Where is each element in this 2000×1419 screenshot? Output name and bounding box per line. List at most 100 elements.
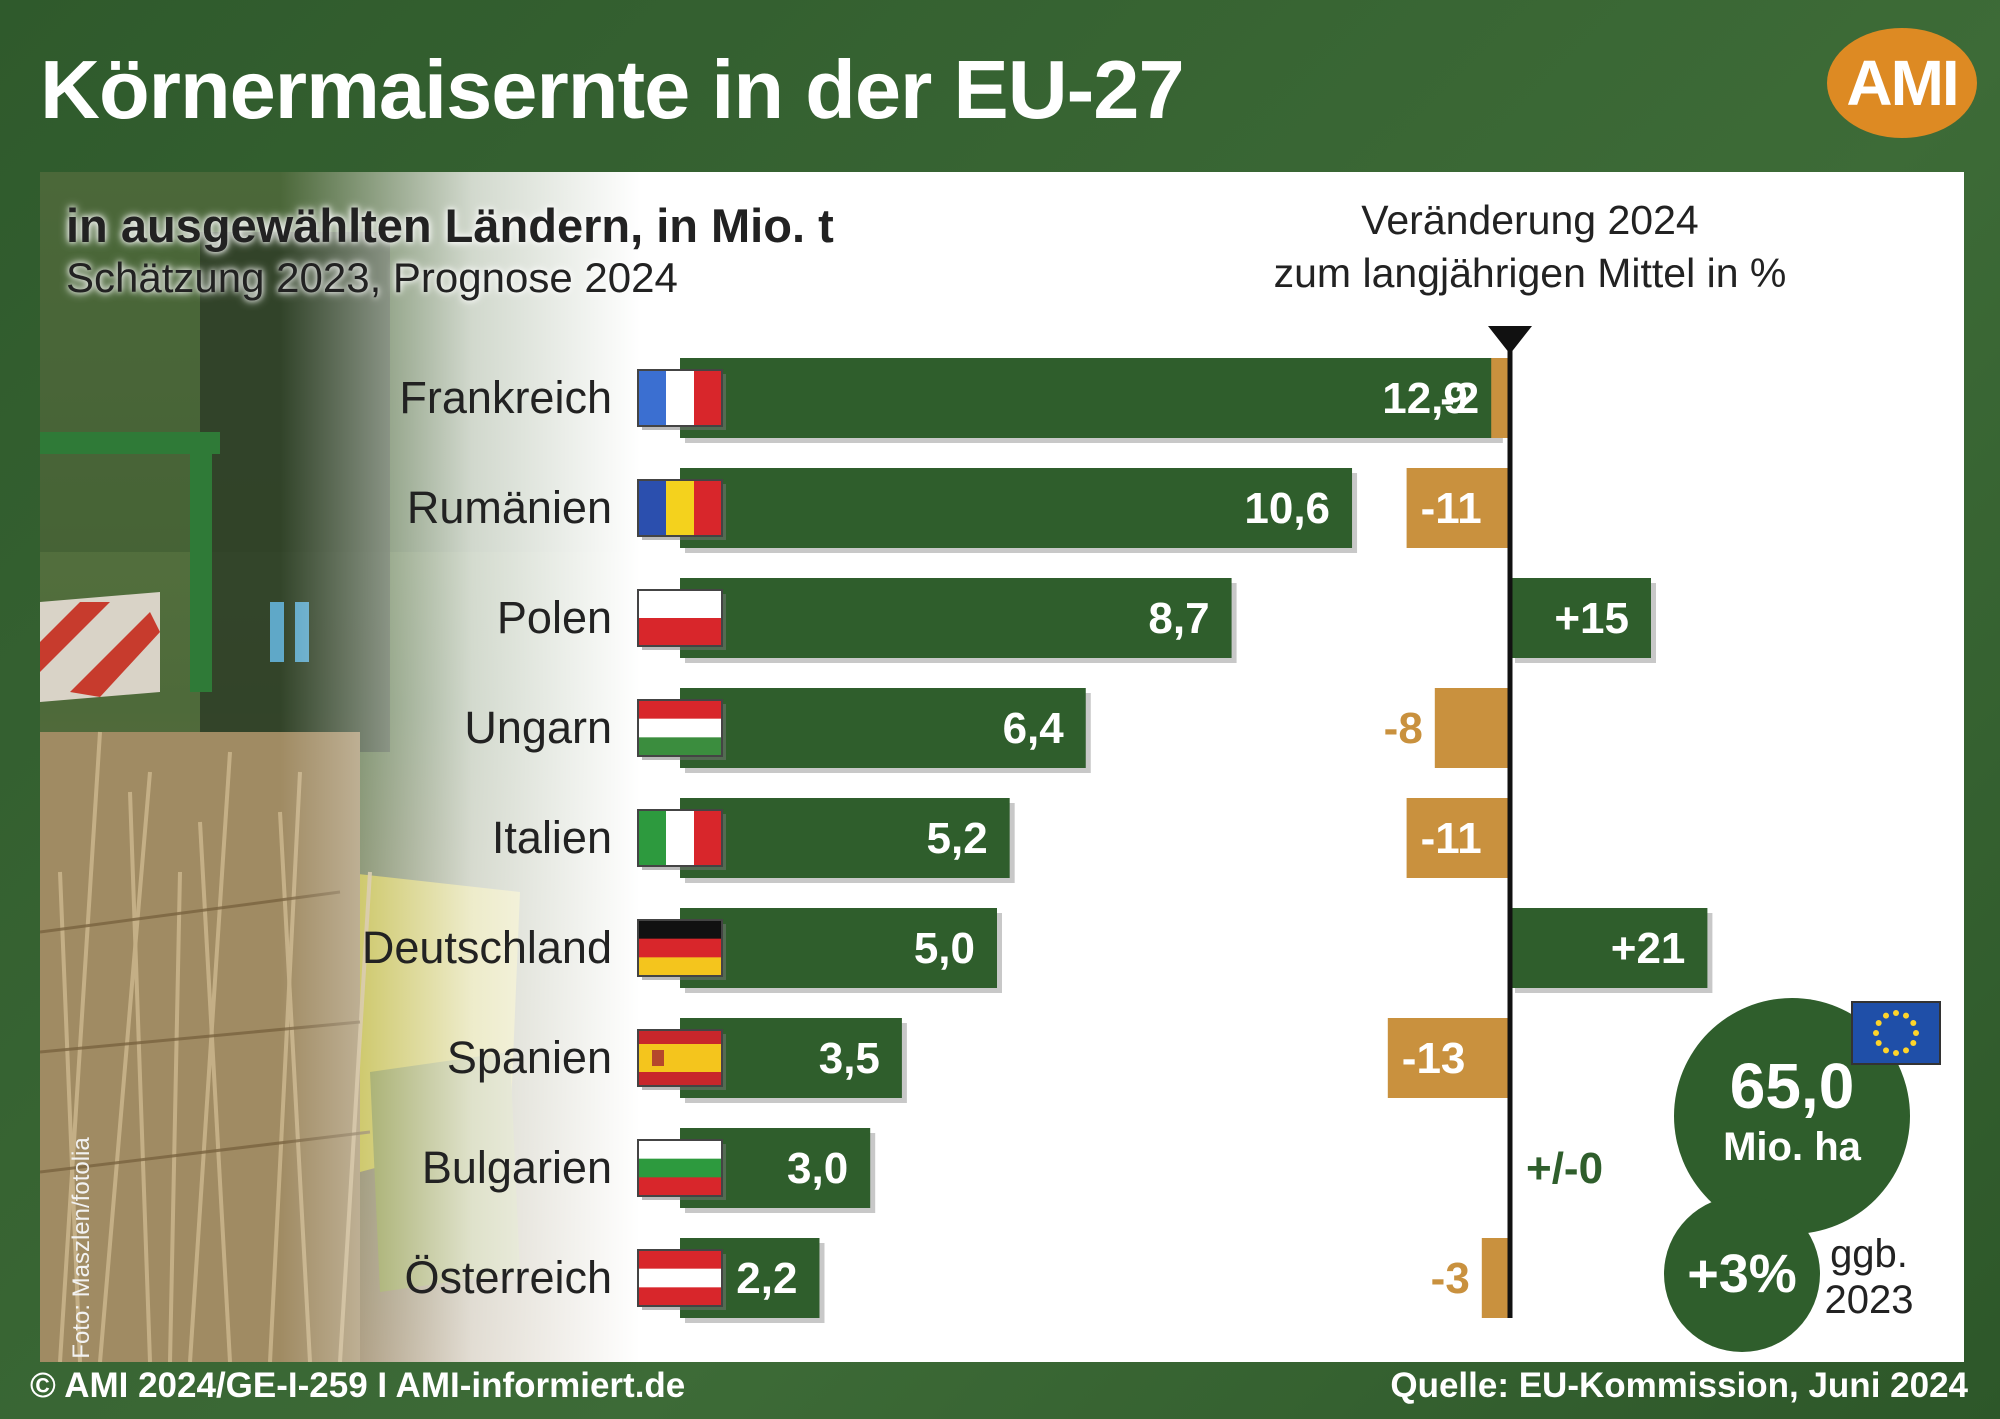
production-bar [680, 908, 997, 988]
flag-border [637, 589, 723, 647]
eu-flag-star [1913, 1030, 1919, 1036]
eu-flag-star [1873, 1030, 1879, 1036]
country-label: Österreich [404, 1252, 612, 1303]
chart-subtitle-2: Schätzung 2023, Prognose 2024 [66, 254, 678, 301]
change-value-label: -2 [1440, 374, 1479, 423]
change-header-line2: zum langjährigen Mittel in % [1273, 250, 1787, 296]
france-flag-icon [637, 369, 723, 427]
production-value-label: 5,0 [914, 924, 975, 973]
flag-stripe [638, 370, 667, 426]
bulgaria-flag-icon [637, 1139, 723, 1197]
flag-stripe [638, 737, 722, 757]
flag-stripe [666, 370, 695, 426]
flag-stripe [638, 1140, 722, 1160]
eu-change-circle [1664, 1196, 1820, 1352]
flag-stripe [638, 1250, 722, 1270]
flag-stripe [694, 370, 723, 426]
flag-stripe [638, 1158, 722, 1178]
production-value-label: 6,4 [1003, 704, 1065, 753]
country-label: Polen [497, 592, 612, 643]
eu-total-unit: Mio. ha [1723, 1125, 1862, 1169]
germany-flag-icon [637, 919, 723, 977]
change-bar [1434, 688, 1510, 768]
italy-flag-icon [637, 809, 723, 867]
ami-logo: AMI [1827, 28, 1977, 138]
production-value-label: 12,9 [1382, 374, 1468, 423]
flag-stripe [638, 590, 722, 619]
change-bar [1510, 578, 1651, 658]
flag-border [637, 1029, 723, 1087]
flag-stripe [638, 1287, 722, 1307]
production-value-label: 3,0 [787, 1144, 848, 1193]
eu-change-label-year: 2023 [1825, 1278, 1914, 1322]
flag-border [637, 699, 723, 757]
flag-border [637, 369, 723, 427]
flag-stripe [638, 718, 722, 738]
production-value-label: 10,6 [1244, 484, 1330, 533]
eu-flag-star [1875, 1040, 1882, 1046]
flag-border [637, 809, 723, 867]
country-label: Spanien [447, 1032, 612, 1083]
eu-flag-star [1903, 1012, 1909, 1019]
production-bar [680, 798, 1010, 878]
flag-stripe [638, 957, 722, 977]
flag-stripe [638, 480, 667, 536]
austria-flag-icon [637, 1249, 723, 1307]
change-bar [1406, 468, 1510, 548]
country-label: Rumänien [407, 482, 612, 533]
chart-subtitle: in ausgewählten Ländern, in Mio. t [66, 199, 834, 252]
bar-chart: 12,9 Frankreich 10,6 Rumänien 8,7 Polen 6,4 Ung… [362, 326, 1941, 1352]
production-bar [680, 688, 1086, 768]
flag-stripe [638, 1044, 722, 1072]
flag-stripe [638, 1072, 722, 1086]
change-value-label: -8 [1384, 704, 1423, 753]
flag-border [637, 1249, 723, 1307]
eu-flag-star [1875, 1020, 1882, 1026]
country-label: Ungarn [464, 702, 612, 753]
eu-change-label: ggb. [1830, 1232, 1908, 1276]
change-value-label: -11 [1421, 484, 1482, 533]
romania-flag-icon [637, 479, 723, 537]
flag-stripe [638, 1177, 722, 1197]
change-bar [1406, 798, 1510, 878]
change-header-line1: Veränderung 2024 [1361, 197, 1699, 243]
flag-stripe [638, 1268, 722, 1288]
eu-flag-star [1893, 1010, 1899, 1016]
country-label: Italien [492, 812, 612, 863]
change-value-label: -13 [1402, 1034, 1466, 1083]
change-value-label: +/-0 [1526, 1144, 1603, 1193]
flag-stripe [638, 920, 722, 940]
change-value-label: +21 [1611, 924, 1686, 973]
flag-border [637, 479, 723, 537]
production-value-label: 8,7 [1148, 594, 1209, 643]
flag-stripe [638, 618, 722, 647]
country-label: Deutschland [362, 922, 612, 973]
flag-stripe [638, 700, 722, 720]
spain-flag-icon [637, 1029, 723, 1087]
country-label: Bulgarien [422, 1142, 612, 1193]
photo-fade [40, 172, 640, 1362]
flag-stripe [694, 480, 723, 536]
flag-emblem [652, 1050, 664, 1066]
hungary-flag-icon [637, 699, 723, 757]
flag-border [637, 919, 723, 977]
flag-stripe [638, 810, 667, 866]
source-footer: Quelle: EU-Kommission, Juni 2024 [1390, 1366, 1968, 1405]
country-label: Frankreich [399, 372, 612, 423]
production-value-label: 2,2 [736, 1254, 797, 1303]
change-value-label: +15 [1554, 594, 1629, 643]
production-value-label: 3,5 [819, 1034, 880, 1083]
eu-change-value: +3% [1687, 1244, 1797, 1304]
change-bar [1491, 358, 1510, 438]
flag-stripe [638, 938, 722, 958]
eu-flag-star [1910, 1020, 1917, 1026]
production-bar [680, 578, 1232, 658]
eu-flag-star [1883, 1047, 1889, 1054]
flag-border [637, 1139, 723, 1197]
flag-stripe [666, 810, 695, 866]
change-bar [1481, 1238, 1510, 1318]
eu-flag-star [1893, 1050, 1899, 1056]
production-bar [680, 468, 1353, 548]
copyright-footer: © AMI 2024/GE-I-259 I AMI-informiert.de [30, 1366, 686, 1405]
